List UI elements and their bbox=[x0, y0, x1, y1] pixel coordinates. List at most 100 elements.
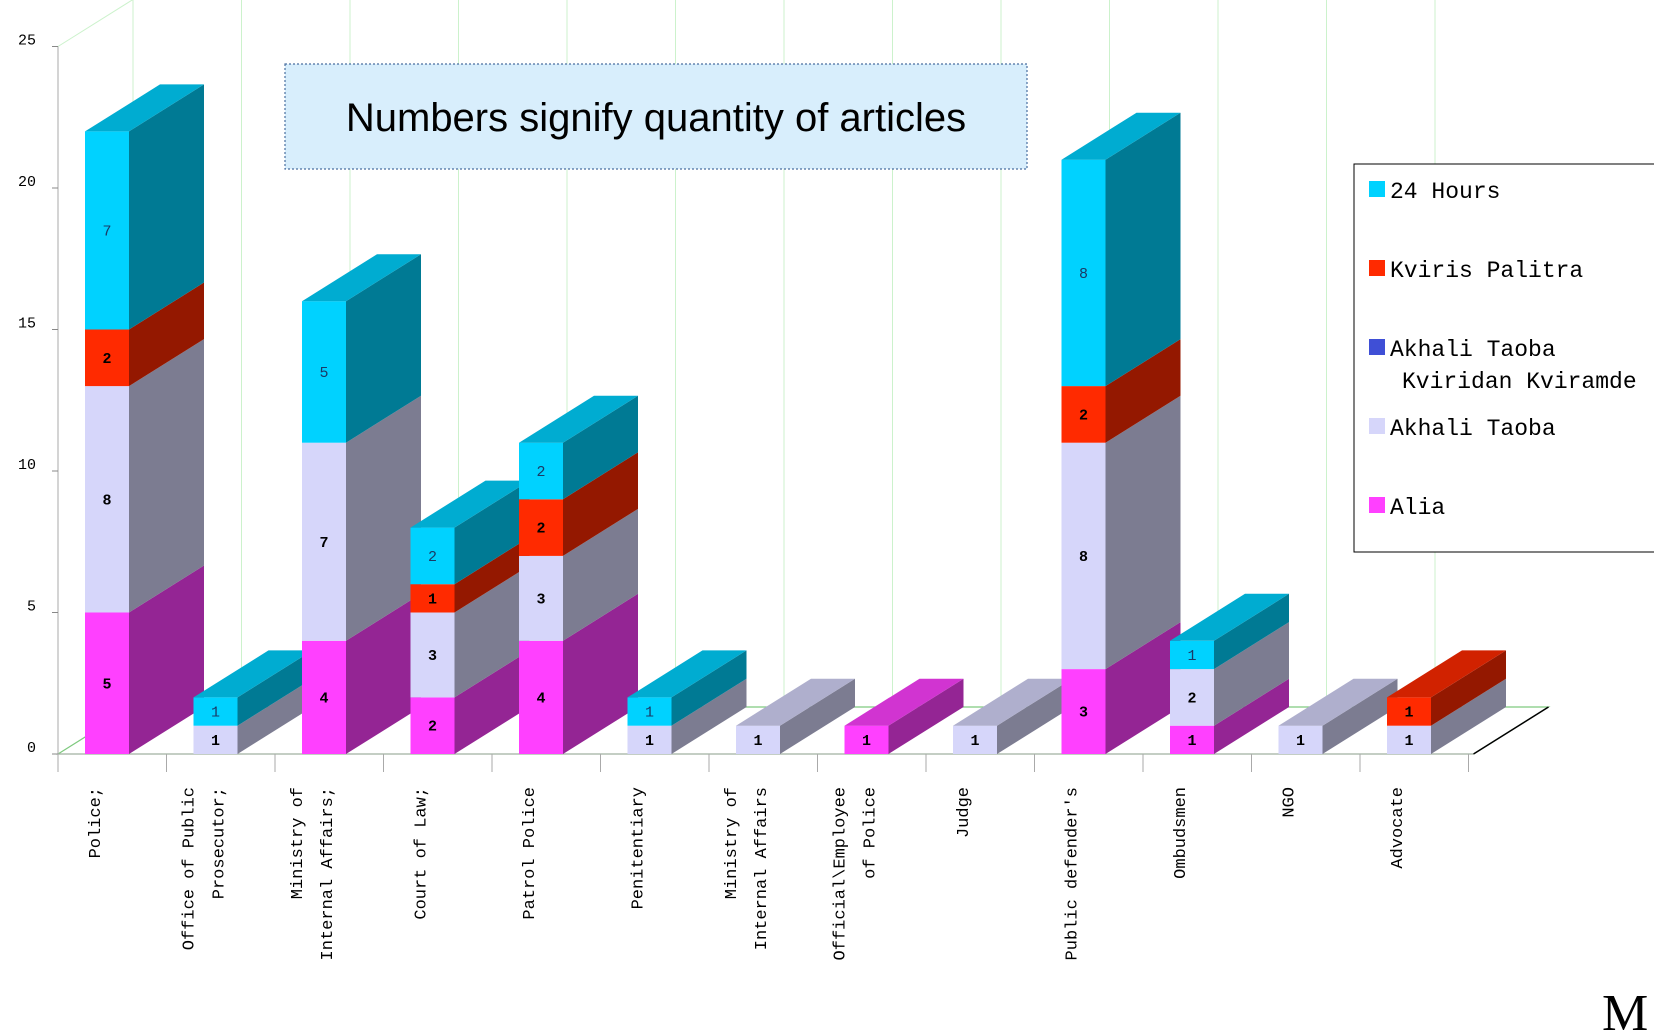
legend-swatch bbox=[1369, 181, 1385, 197]
bar-segment bbox=[736, 725, 780, 754]
bar-segment bbox=[953, 725, 997, 754]
legend-swatch bbox=[1369, 339, 1385, 355]
x-category-label: Court of Law; bbox=[413, 787, 432, 920]
bar-segment bbox=[1278, 725, 1323, 754]
bar-segment bbox=[85, 612, 129, 754]
x-category-label-line: Penitentiary bbox=[630, 787, 649, 909]
x-category-label-line: NGO bbox=[1281, 787, 1300, 818]
x-category-label-line: Ministry of bbox=[723, 787, 742, 899]
legend-label: Akhali Taoba bbox=[1390, 416, 1556, 442]
data-label: 3 bbox=[1079, 705, 1088, 722]
bar-segment-side bbox=[346, 593, 421, 754]
bar-segment bbox=[1170, 669, 1214, 726]
bar-segment-side bbox=[237, 678, 313, 754]
bar-segment-side bbox=[129, 282, 204, 387]
x-category-label: Penitentiary bbox=[630, 787, 649, 909]
chart-bars bbox=[85, 84, 1506, 754]
bar-segment bbox=[410, 584, 455, 613]
annotation-box-background bbox=[284, 63, 1028, 170]
x-category-label-line: Internal Affairs; bbox=[319, 787, 338, 960]
bar-segment-side bbox=[997, 678, 1072, 754]
x-category-label: Official\Employee of Police bbox=[832, 787, 881, 960]
x-category-label-line: Ministry of bbox=[289, 787, 308, 899]
data-label: 7 bbox=[319, 535, 328, 552]
bar-segment bbox=[519, 555, 563, 641]
data-label: 4 bbox=[319, 690, 328, 707]
bar-segment-side bbox=[346, 395, 421, 641]
bar-segment bbox=[519, 640, 563, 754]
bar-segment-side bbox=[454, 537, 530, 613]
bar-segment bbox=[1387, 697, 1431, 726]
bar-segment bbox=[1387, 725, 1431, 754]
data-label: 5 bbox=[102, 676, 111, 693]
bar-top bbox=[1387, 650, 1506, 698]
bar-segment-side bbox=[1105, 112, 1181, 387]
legend-swatch bbox=[1369, 418, 1385, 434]
bar-segment bbox=[627, 725, 672, 754]
data-label: 1 bbox=[211, 705, 220, 722]
bar-segment bbox=[302, 301, 346, 443]
x-category-label-line: Ombudsmen bbox=[1172, 787, 1191, 879]
bar-segment bbox=[85, 329, 129, 387]
bar-segment-side bbox=[671, 650, 747, 726]
data-label: 8 bbox=[102, 492, 111, 509]
x-category-label-line: Advocate bbox=[1389, 787, 1408, 869]
data-label: 2 bbox=[1079, 407, 1088, 424]
bar-segment bbox=[193, 697, 238, 726]
bar-top bbox=[85, 84, 204, 132]
bar-segment-side bbox=[346, 254, 421, 443]
data-label: 1 bbox=[428, 591, 437, 608]
bar-segment bbox=[193, 725, 238, 754]
bar-segment bbox=[410, 697, 455, 754]
data-label: 2 bbox=[1187, 690, 1196, 707]
x-category-label-line: Internal Affairs bbox=[753, 787, 772, 950]
data-label: 1 bbox=[645, 705, 654, 722]
bar-segment bbox=[410, 612, 455, 698]
bar-top bbox=[302, 254, 421, 302]
data-label: 2 bbox=[428, 719, 437, 736]
data-label: 1 bbox=[1296, 733, 1305, 750]
bar-segment bbox=[85, 386, 129, 613]
data-label: 1 bbox=[970, 733, 979, 750]
data-label: 8 bbox=[1079, 549, 1088, 566]
bar-segment-side bbox=[129, 565, 204, 754]
bar-segment bbox=[85, 131, 129, 330]
x-category-label: Advocate bbox=[1389, 787, 1408, 869]
x-category-label: Ombudsmen bbox=[1172, 787, 1191, 879]
bar-segment-side bbox=[563, 508, 638, 641]
x-category-label-line: Prosecutor; bbox=[211, 787, 230, 899]
data-label: 1 bbox=[1187, 648, 1196, 665]
bar-segment-side bbox=[1214, 622, 1289, 726]
data-label: 1 bbox=[862, 733, 871, 750]
x-category-label: NGO bbox=[1281, 787, 1300, 818]
y-tick-label: 25 bbox=[18, 33, 36, 50]
legend-label: 24 Hours bbox=[1390, 179, 1500, 205]
bar-segment bbox=[519, 442, 563, 500]
legend-item: 24 Hours bbox=[1369, 179, 1500, 205]
bar-segment bbox=[1061, 159, 1106, 387]
bar-segment-side bbox=[563, 593, 638, 754]
x-category-label-line: Public defender's bbox=[1064, 787, 1083, 960]
bar-segment-side bbox=[1431, 650, 1506, 726]
data-label: 1 bbox=[1404, 733, 1413, 750]
legend-label: Kviris Palitra bbox=[1390, 258, 1583, 284]
chart-data-labels: 5 8 2 7 1 1 4 7 5 2 3 1 2 4 3 2 2 1 1 1 1 1 3 8 2 8 1 2 1 1 1 1 bbox=[102, 223, 1413, 749]
legend-swatch bbox=[1369, 260, 1385, 276]
data-label: 7 bbox=[102, 223, 111, 240]
data-label: 3 bbox=[428, 648, 437, 665]
data-label: 4 bbox=[536, 690, 545, 707]
bar-segment bbox=[410, 527, 455, 585]
y-tick-label: 15 bbox=[18, 316, 36, 333]
floor-front-edge bbox=[1473, 706, 1549, 755]
bar-segment bbox=[627, 697, 672, 726]
data-label: 1 bbox=[1404, 705, 1413, 722]
legend-swatch bbox=[1369, 497, 1385, 513]
bar-segment-side bbox=[780, 678, 855, 754]
bar-top bbox=[410, 480, 530, 528]
x-category-label: Office of Public Prosecutor; bbox=[181, 787, 230, 950]
x-category-label-line: Police; bbox=[87, 787, 106, 858]
y-tick-label: 10 bbox=[18, 457, 36, 474]
legend-item: Akhali Taoba bbox=[1369, 416, 1556, 442]
